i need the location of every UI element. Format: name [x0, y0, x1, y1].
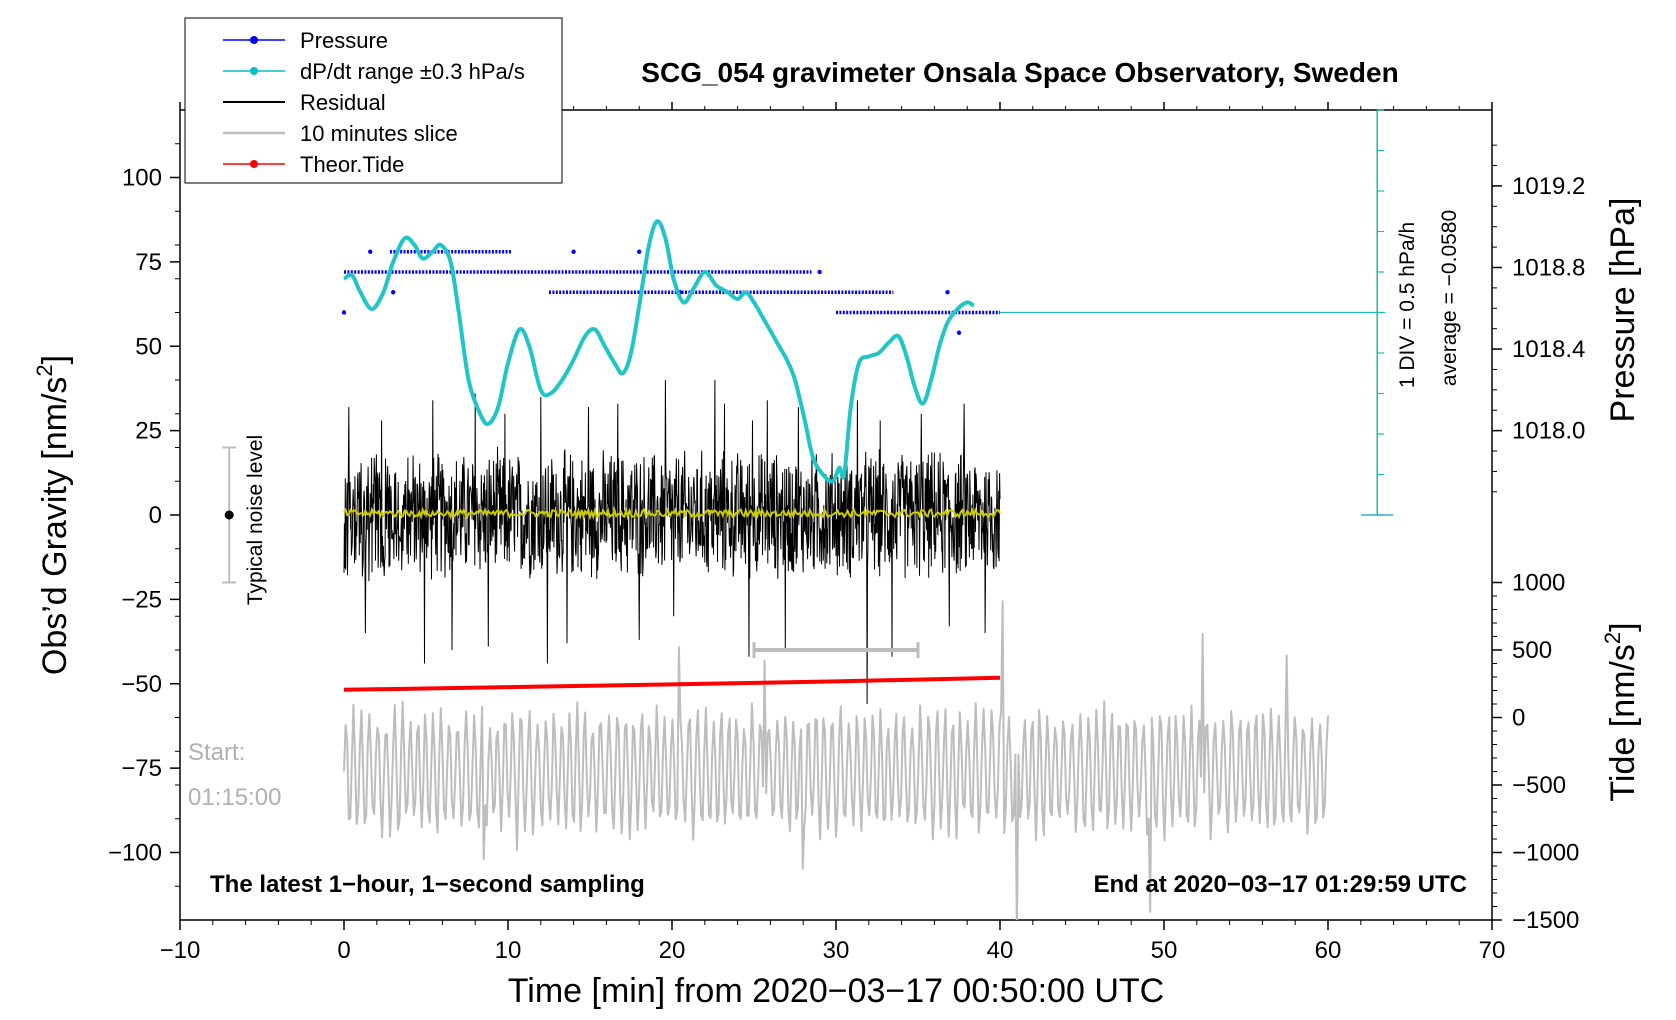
y-left-tick-label: −25: [121, 586, 162, 613]
y-axis-pressure: 1019.2 1018.8 1018.4 1018.0: [1492, 144, 1585, 493]
x-tick-label: 50: [1151, 937, 1178, 964]
dpdt-div-label: 1 DIV = 0.5 hPa/h: [1396, 222, 1419, 388]
x-tick-label: 70: [1479, 937, 1506, 964]
dpdt-line: [342, 219, 975, 484]
x-tick-label: −10: [160, 937, 201, 964]
legend-marker-dpdt: [250, 67, 258, 75]
end-time-note: End at 2020−03−17 01:29:59 UTC: [1093, 871, 1467, 898]
y-left-tick-label: −50: [121, 671, 162, 698]
y-pressure-tick-label: 1018.8: [1512, 255, 1585, 282]
legend-marker-tide: [250, 160, 258, 168]
pressure-point: [341, 310, 347, 315]
noise-bar-center: [224, 510, 234, 520]
y-axis-gravity: 100 75 50 25 0 −25 −50 −75 −100: [108, 143, 180, 887]
y-tide-tick-label: −1000: [1512, 840, 1579, 867]
legend-label-dpdt: dP/dt range ±0.3 hPa/s: [300, 59, 525, 84]
legend-box: [184, 17, 563, 184]
residual-line: [343, 379, 1001, 705]
running-mean-series: [343, 506, 1001, 521]
average-label: average = −0.0580: [1438, 210, 1461, 386]
y-pressure-tick-label: 1018.0: [1512, 418, 1585, 445]
legend-label-pressure: Pressure: [300, 28, 388, 53]
latest-sampling-note: The latest 1−hour, 1−second sampling: [210, 871, 645, 898]
y-axis-tide-title-sup: 2: [1600, 632, 1625, 644]
pressure-point: [368, 249, 373, 254]
y-tide-tick-label: 500: [1512, 637, 1552, 664]
y-tide-tick-label: 1000: [1512, 570, 1565, 597]
y-tide-tick-label: 0: [1512, 705, 1525, 732]
y-left-tick-label: 75: [135, 249, 162, 276]
legend-label-slice: 10 minutes slice: [300, 121, 458, 146]
legend-marker-pressure: [250, 36, 258, 44]
x-tick-label: 10: [495, 937, 522, 964]
y-tide-tick-label: −1500: [1512, 907, 1579, 934]
pressure-point: [945, 290, 950, 295]
y-axis-tide-title: Tide [nm/s2]: [1600, 622, 1642, 801]
x-axis: −10 0 10 20 30 40 50 60 70: [160, 102, 1506, 964]
y-left-tick-label: 0: [149, 502, 162, 529]
x-tick-label: 20: [659, 937, 686, 964]
theor-tide-series: [343, 675, 1001, 692]
ten-minute-slice-series: [343, 600, 1329, 920]
dpdt-scale: [1000, 109, 1394, 516]
y-axis-left-title-main: Obs’d Gravity [nm/s: [36, 377, 74, 676]
y-left-tick-label: 25: [135, 418, 162, 445]
y-left-tick-label: 50: [135, 333, 162, 360]
pressure-point: [637, 249, 642, 254]
x-axis-title: Time [min] from 2020−03−17 00:50:00 UTC: [508, 972, 1164, 1010]
y-left-tick-label: −75: [121, 755, 162, 782]
y-left-tick-label: −100: [108, 840, 162, 867]
chart-title: SCG_054 gravimeter Onsala Space Observat…: [641, 57, 1398, 88]
x-tick-label: 60: [1315, 937, 1342, 964]
pressure-point: [817, 269, 822, 275]
y-pressure-tick-label: 1019.2: [1512, 173, 1585, 200]
y-axis-left-title-sup: 2: [32, 364, 57, 376]
legend-label-residual: Residual: [300, 90, 386, 115]
y-axis-tide-title-main: Tide [nm/s: [1604, 644, 1642, 801]
start-time: 01:15:00: [188, 784, 281, 811]
running-mean-line: [343, 506, 1001, 521]
legend-label-tide: Theor.Tide: [300, 152, 404, 177]
x-tick-label: 40: [987, 937, 1014, 964]
y-axis-left-title-close: ]: [36, 355, 74, 364]
x-tick-label: 0: [337, 937, 350, 964]
pressure-point: [571, 249, 576, 254]
dpdt-series: [342, 219, 975, 484]
slice-line: [343, 600, 1329, 920]
pressure-series: [341, 249, 1000, 335]
slice-and-noise-markers: [222, 446, 920, 658]
legend: Pressure dP/dt range ±0.3 hPa/s Residual…: [184, 17, 563, 184]
y-tide-tick-label: −500: [1512, 772, 1566, 799]
y-axis-left-title: Obs’d Gravity [nm/s2]: [32, 355, 74, 675]
theor-tide-line: [343, 675, 1001, 692]
residual-series: [343, 379, 1001, 705]
x-tick-label: 30: [823, 937, 850, 964]
y-left-tick-label: 100: [122, 165, 162, 192]
pressure-point: [956, 330, 962, 335]
y-axis-tide-title-close: ]: [1604, 622, 1642, 631]
y-axis-tide: 1000 500 0 −500 −1000 −1500: [1492, 570, 1579, 934]
y-axis-pressure-title: Pressure [hPa]: [1604, 198, 1642, 423]
y-pressure-tick-label: 1018.4: [1512, 336, 1585, 363]
pressure-point: [391, 290, 396, 295]
typical-noise-label: Typical noise level: [244, 435, 267, 605]
start-label: Start:: [188, 739, 245, 766]
